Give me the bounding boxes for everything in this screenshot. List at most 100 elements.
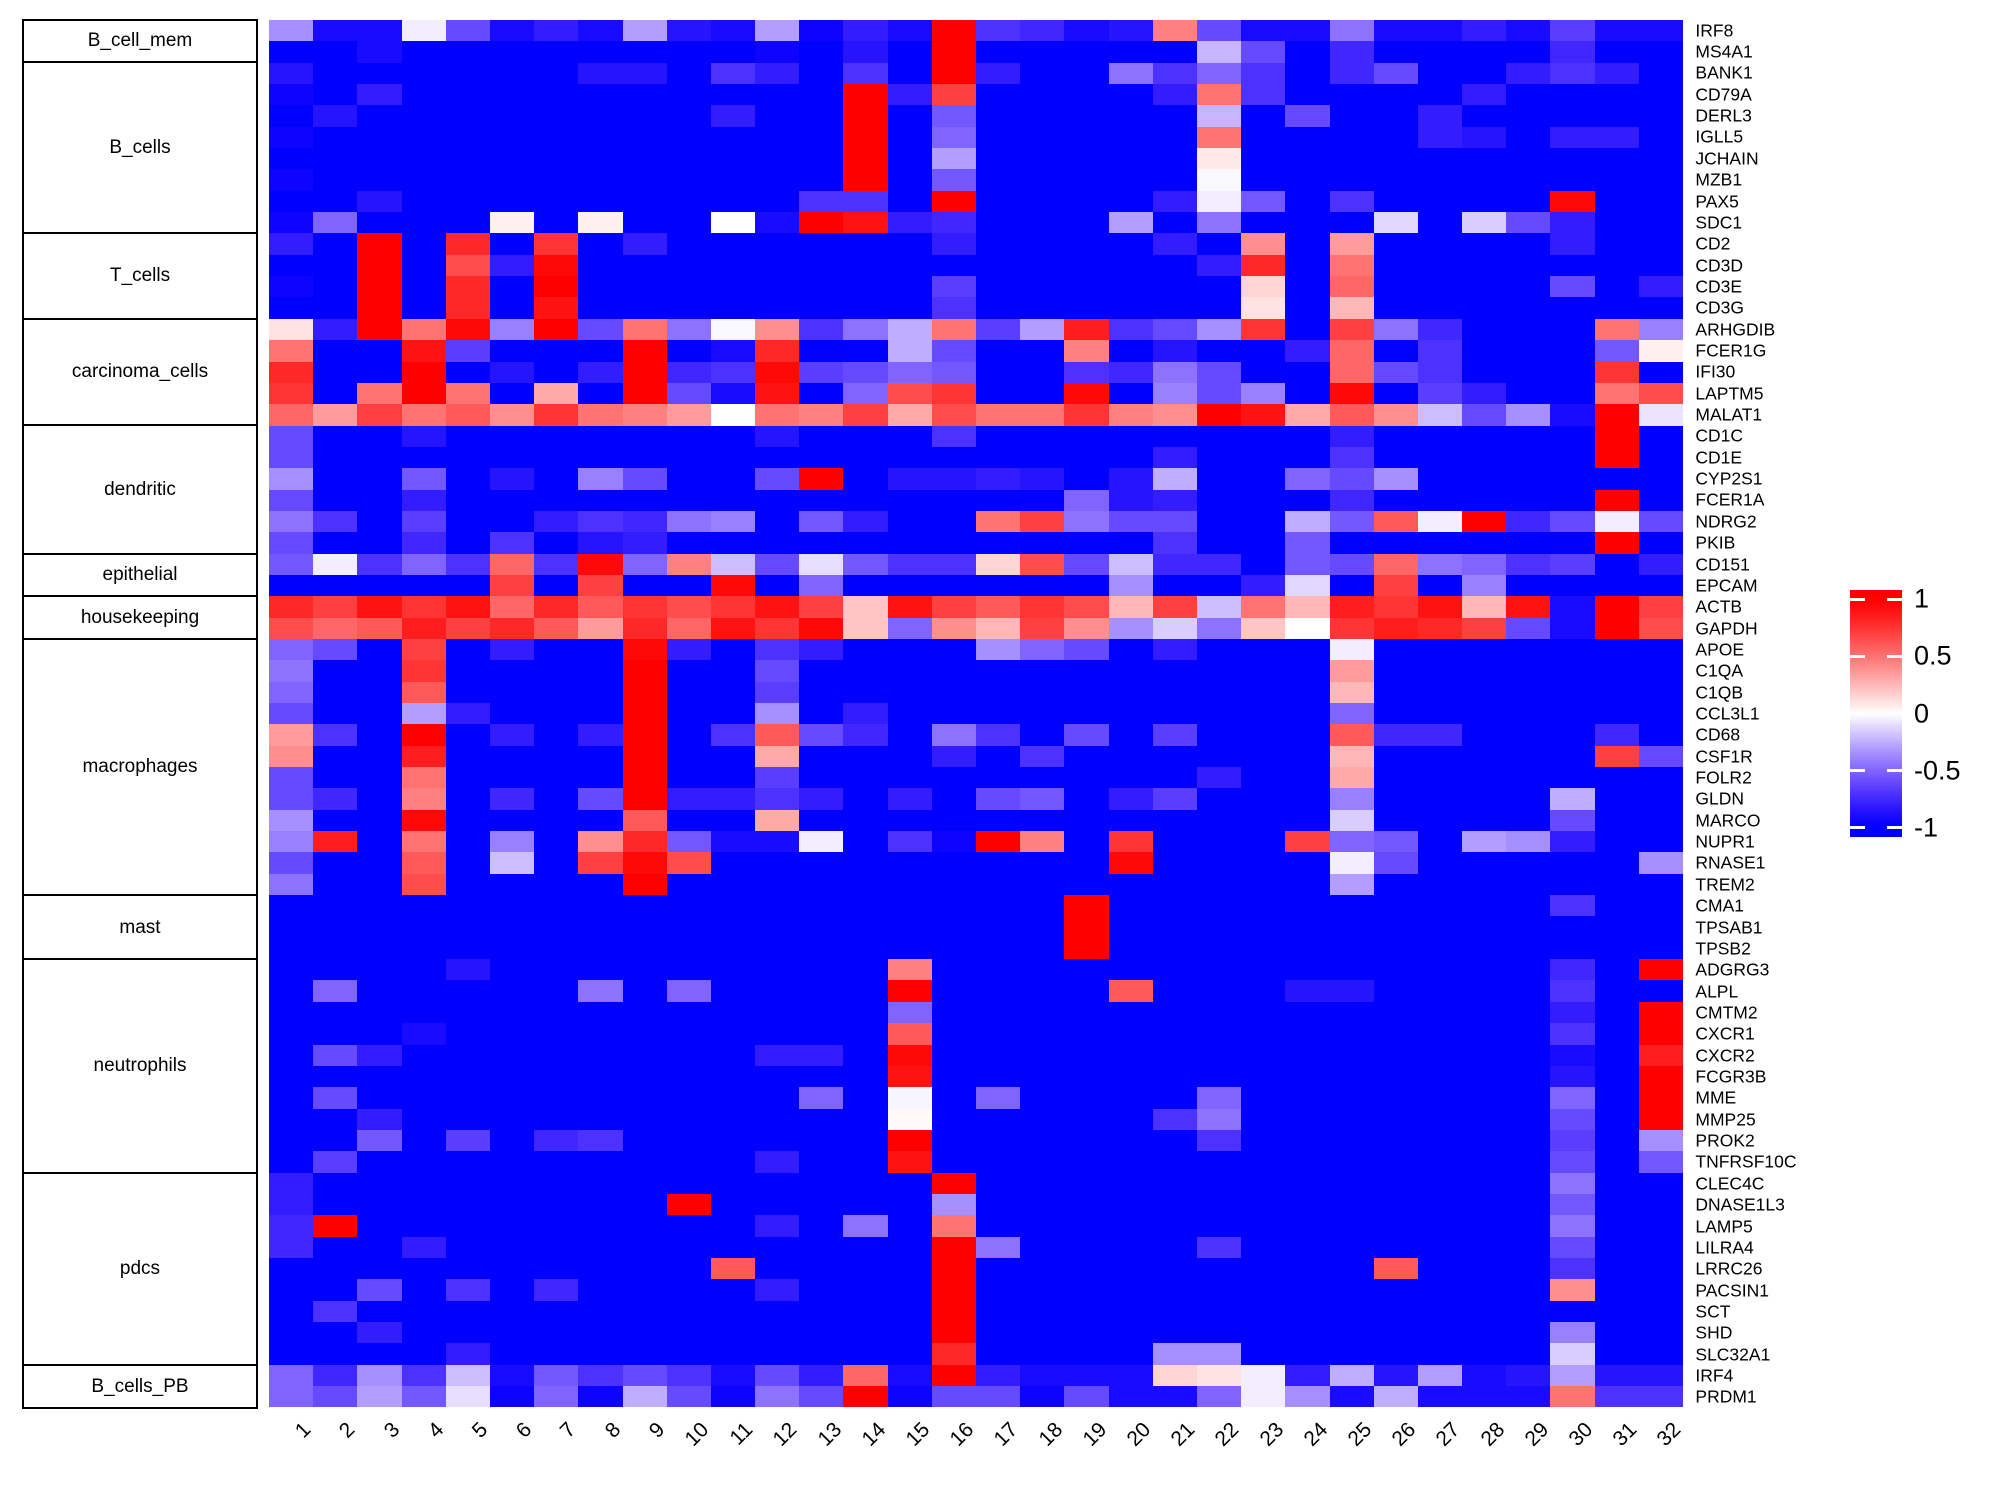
heatmap-cell <box>1638 190 1683 213</box>
heatmap-cell <box>1417 1300 1463 1322</box>
heatmap-cell <box>799 724 844 746</box>
heatmap-cell <box>1550 1236 1595 1258</box>
heatmap-cell <box>489 745 535 768</box>
gene-label: CD3E <box>1695 276 1743 297</box>
heatmap-cell <box>1064 1151 1109 1173</box>
heatmap-cell <box>1638 382 1683 405</box>
heatmap-cell <box>445 361 490 383</box>
heatmap-cell <box>622 937 667 960</box>
heatmap-cell <box>843 382 888 405</box>
heatmap-cell <box>578 937 623 960</box>
heatmap-cell <box>1241 20 1286 42</box>
heatmap-cell <box>1417 959 1463 981</box>
heatmap-cell <box>666 532 711 554</box>
heatmap-cell <box>1594 937 1639 960</box>
heatmap-cell <box>1462 233 1507 255</box>
heatmap-cell <box>1329 446 1374 469</box>
heatmap-cell <box>1550 468 1595 490</box>
heatmap-cell <box>1550 831 1595 853</box>
heatmap-cell <box>1064 105 1109 127</box>
heatmap-cell <box>1020 681 1065 703</box>
heatmap-cell <box>1108 1151 1153 1173</box>
heatmap-cell <box>799 1001 844 1024</box>
heatmap-cell <box>534 596 579 618</box>
heatmap-cell <box>578 1129 623 1152</box>
heatmap-cell <box>1064 1215 1109 1237</box>
heatmap-cell <box>313 318 358 341</box>
heatmap-cell <box>1638 340 1683 362</box>
gene-label: FOLR2 <box>1695 767 1752 788</box>
heatmap-cell <box>1020 126 1065 149</box>
heatmap-cell <box>1108 1236 1153 1258</box>
heatmap-cell <box>755 895 800 917</box>
heatmap-cell <box>313 233 358 255</box>
heatmap-cell <box>976 148 1021 170</box>
heatmap-cell <box>887 1279 932 1301</box>
heatmap-cell <box>1064 553 1109 575</box>
heatmap-cell <box>1417 532 1463 554</box>
heatmap-cell <box>269 318 314 341</box>
heatmap-cell <box>931 596 976 618</box>
heatmap-cell <box>843 361 888 383</box>
heatmap-cell <box>622 959 667 981</box>
heatmap-cell <box>269 510 314 533</box>
heatmap-cell <box>1108 41 1153 63</box>
heatmap-cell <box>931 212 976 234</box>
heatmap-cell <box>622 404 667 426</box>
heatmap-cell <box>931 532 976 554</box>
heatmap-cell <box>1638 20 1683 42</box>
heatmap-cell <box>931 425 976 447</box>
heatmap-cell <box>622 831 667 853</box>
heatmap-cell <box>799 1215 844 1237</box>
heatmap-cell <box>887 831 932 853</box>
heatmap-cell <box>1550 767 1595 789</box>
heatmap-cell <box>1020 553 1065 575</box>
heatmap-cell <box>357 1364 402 1386</box>
heatmap-cell <box>976 852 1021 874</box>
heatmap-cell <box>799 681 844 703</box>
heatmap-cell <box>445 532 490 554</box>
heatmap-cell <box>269 20 314 42</box>
group-label: epithelial <box>102 564 178 586</box>
gene-label: CD3D <box>1695 255 1744 276</box>
heatmap-cell <box>401 425 446 447</box>
heatmap-cell <box>489 382 535 405</box>
heatmap-cell <box>269 617 314 639</box>
heatmap-cell <box>1241 1193 1286 1216</box>
heatmap-cell <box>931 1023 976 1045</box>
heatmap-cell <box>445 510 490 533</box>
heatmap-cell <box>843 1151 888 1173</box>
heatmap-cell <box>1108 1386 1153 1408</box>
heatmap-cell <box>1506 1151 1551 1173</box>
group-label: neutrophils <box>93 1055 187 1077</box>
heatmap-cell <box>1196 233 1242 255</box>
heatmap-cell <box>1506 1001 1551 1024</box>
heatmap-cell <box>1594 1257 1639 1280</box>
heatmap-cell <box>710 1023 756 1045</box>
heatmap-cell <box>843 1321 888 1344</box>
heatmap-cell <box>1594 703 1639 725</box>
heatmap-cell <box>1020 20 1065 42</box>
heatmap-cell <box>269 1151 314 1173</box>
heatmap-cell <box>887 361 932 383</box>
heatmap-cell <box>534 574 579 597</box>
heatmap-cell <box>489 1321 535 1344</box>
heatmap-cell <box>887 703 932 725</box>
heatmap-cell <box>489 937 535 960</box>
heatmap-cell <box>1152 510 1197 533</box>
heatmap-cell <box>843 724 888 746</box>
heatmap-cell <box>401 660 446 682</box>
group-box-t_cells: T_cells <box>22 232 258 321</box>
heatmap-cell <box>1506 1087 1551 1109</box>
heatmap-cell <box>1638 788 1683 810</box>
heatmap-cell <box>887 126 932 149</box>
heatmap-cell <box>357 660 402 682</box>
heatmap-cell <box>1417 361 1463 383</box>
gene-label: DNASE1L3 <box>1695 1194 1785 1215</box>
heatmap-cell <box>1152 553 1197 575</box>
heatmap-cell <box>666 1151 711 1173</box>
heatmap-cell <box>1550 532 1595 554</box>
heatmap-cell <box>534 1001 579 1024</box>
heatmap-cell <box>1550 105 1595 127</box>
heatmap-cell <box>489 126 535 149</box>
